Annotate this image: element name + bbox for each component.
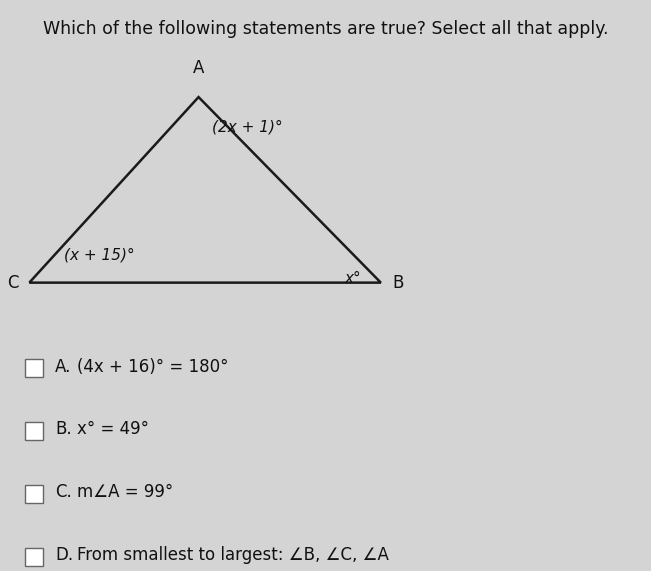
Bar: [25, 485, 43, 503]
Text: x° = 49°: x° = 49°: [77, 420, 149, 439]
Text: A.: A.: [55, 357, 72, 376]
Text: B: B: [392, 274, 403, 292]
Text: (4x + 16)° = 180°: (4x + 16)° = 180°: [77, 357, 229, 376]
Text: A: A: [193, 59, 204, 77]
Text: (2x + 1)°: (2x + 1)°: [212, 120, 282, 135]
Text: C.: C.: [55, 483, 72, 501]
Text: (x + 15)°: (x + 15)°: [64, 248, 134, 263]
Bar: [25, 422, 43, 440]
Text: From smallest to largest: ∠B, ∠C, ∠A: From smallest to largest: ∠B, ∠C, ∠A: [77, 546, 389, 564]
Text: x°: x°: [344, 271, 361, 286]
Text: m∠A = 99°: m∠A = 99°: [77, 483, 173, 501]
Bar: [25, 359, 43, 377]
Text: D.: D.: [55, 546, 74, 564]
Text: B.: B.: [55, 420, 72, 439]
Bar: [25, 548, 43, 566]
Text: Which of the following statements are true? Select all that apply.: Which of the following statements are tr…: [43, 20, 608, 38]
Text: C: C: [7, 274, 18, 292]
